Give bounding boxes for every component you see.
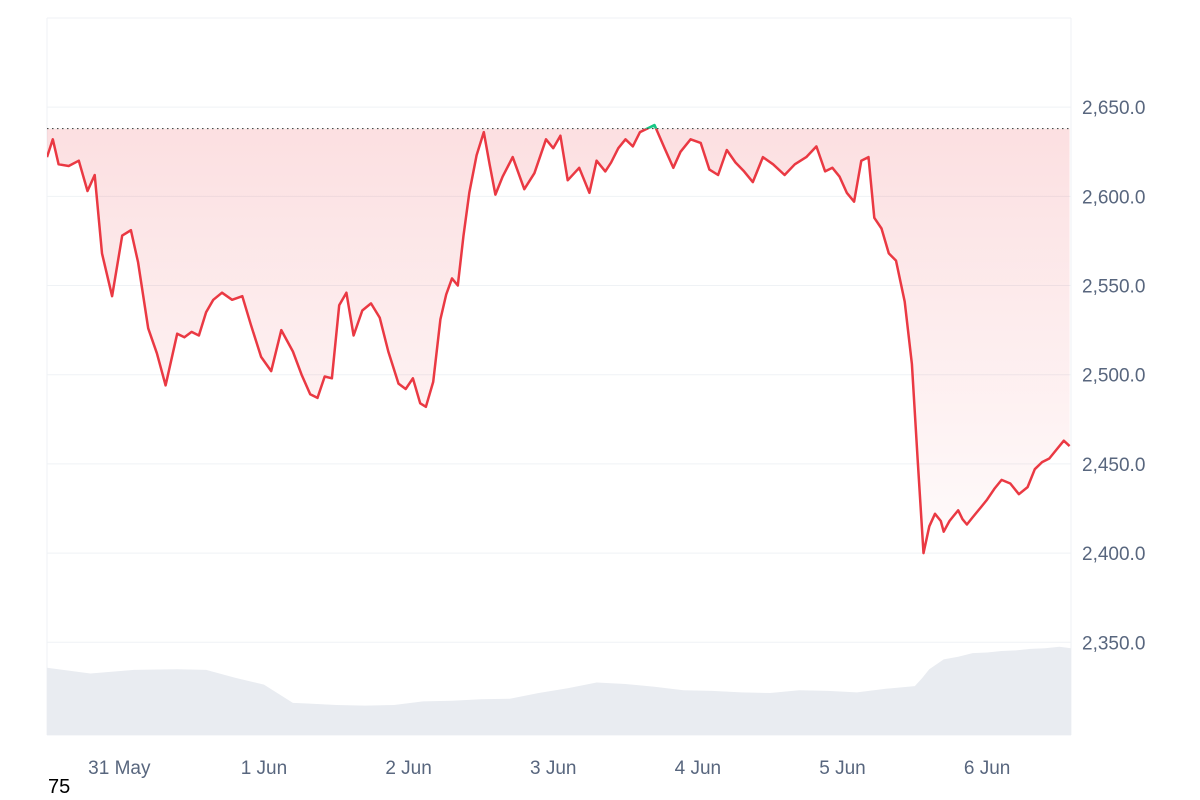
corner-label: 75 [48, 776, 71, 798]
price-line-below [47, 128, 1071, 555]
y-tick-label: 2,600.0 [1082, 187, 1145, 208]
price-fill-below [47, 128, 1070, 554]
x-tick-label: 2 Jun [385, 758, 431, 779]
y-tick-label: 2,350.0 [1082, 633, 1145, 654]
x-tick-label: 6 Jun [964, 758, 1010, 779]
y-axis-ticks: 2,350.0 2,400.0 2,450.0 2,500.0 2,550.0 2,600… [1082, 98, 1145, 654]
x-tick-label: 3 Jun [530, 758, 576, 779]
x-axis-ticks: 31 May 1 Jun 2 Jun 3 Jun 4 Jun 5 Jun 6 Jun [88, 758, 1010, 779]
x-tick-label: 4 Jun [675, 758, 721, 779]
y-tick-label: 2,450.0 [1082, 455, 1145, 476]
y-tick-label: 2,550.0 [1082, 277, 1145, 298]
volume-bars [47, 646, 1071, 735]
y-tick-label: 2,650.0 [1082, 98, 1145, 119]
y-tick-label: 2,500.0 [1082, 366, 1145, 387]
x-tick-label: 5 Jun [819, 758, 865, 779]
x-tick-label: 1 Jun [241, 758, 287, 779]
x-tick-label: 31 May [88, 758, 151, 779]
price-line [47, 123, 1071, 555]
y-tick-label: 2,400.0 [1082, 544, 1145, 565]
volume-area [47, 646, 1071, 735]
price-fill [47, 125, 1070, 554]
